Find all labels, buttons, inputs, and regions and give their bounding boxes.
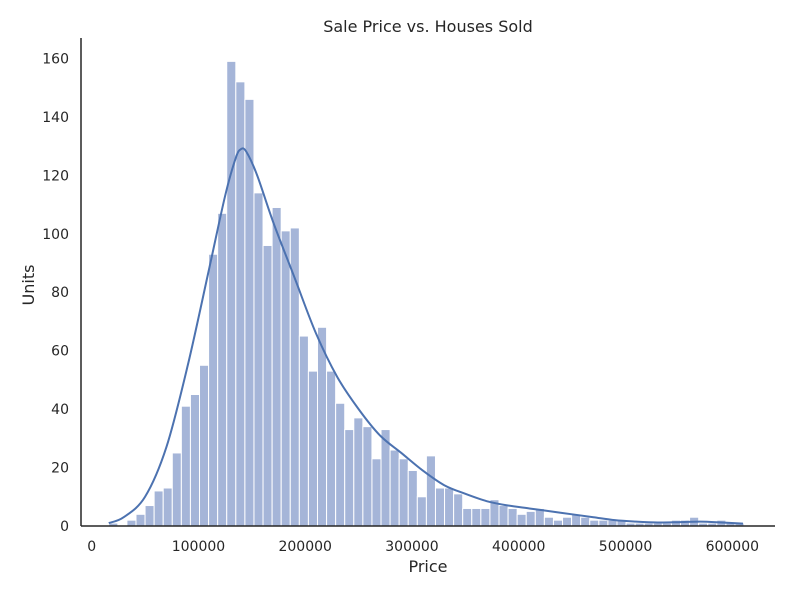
x-tick-label: 100000 [172, 539, 225, 555]
histogram-bar [462, 507, 473, 527]
y-tick-label: 80 [51, 285, 69, 301]
histogram-bar [552, 519, 564, 527]
histogram-bar [516, 513, 527, 527]
histogram-bar [280, 230, 291, 527]
histogram-bar [271, 206, 282, 527]
histogram-bar [525, 510, 536, 527]
histogram-bar [335, 402, 346, 527]
histogram-bar [162, 487, 173, 527]
histogram-bar [153, 490, 164, 527]
histogram-bar [171, 452, 182, 527]
histogram-bar [425, 455, 436, 527]
y-tick-label: 20 [51, 461, 69, 477]
histogram-bars [108, 60, 745, 527]
y-tick-labels: 0 20 40 60 80 100 120 140 160 [42, 51, 69, 535]
histogram-bar [498, 505, 509, 527]
x-tick-label: 200000 [278, 539, 331, 555]
histogram-bar [598, 519, 609, 527]
chart-title: Sale Price vs. Houses Sold [323, 17, 533, 36]
histogram-bar [208, 253, 219, 527]
x-tick-label: 400000 [492, 539, 545, 555]
histogram-bar [371, 458, 382, 527]
histogram-bar [471, 507, 482, 527]
histogram-bar [480, 507, 491, 527]
histogram-bar [589, 519, 600, 527]
y-tick-label: 0 [60, 519, 69, 535]
histogram-bar [389, 449, 400, 527]
x-tick-label: 600000 [706, 539, 759, 555]
histogram-bar [407, 469, 418, 527]
y-tick-label: 40 [51, 402, 69, 418]
histogram-bar [180, 405, 191, 527]
histogram-bar [398, 458, 409, 527]
x-tick-label: 0 [87, 539, 96, 555]
histogram-bar [362, 426, 373, 527]
kde-curve [108, 147, 744, 525]
histogram-bar [543, 516, 554, 527]
y-tick-label: 120 [42, 168, 69, 184]
x-axis-label: Price [408, 557, 447, 576]
histogram-bar [580, 516, 591, 527]
x-tick-labels: 0 100000 200000 300000 400000 500000 600000 [87, 539, 759, 555]
histogram-bar [344, 429, 355, 527]
histogram-bar [298, 335, 309, 527]
histogram-bar [326, 370, 337, 527]
histogram-bar [562, 516, 573, 527]
y-tick-label: 140 [42, 110, 69, 126]
histogram-bar [189, 394, 201, 527]
histogram-bar [307, 370, 318, 527]
y-tick-label: 160 [42, 51, 69, 67]
histogram-bar [444, 487, 455, 527]
histogram-bar [217, 212, 228, 527]
histogram-bar [126, 519, 137, 527]
y-tick-label: 60 [51, 344, 69, 360]
histogram-bar [453, 493, 464, 527]
histogram-bar [226, 60, 237, 527]
histogram-bar [262, 244, 273, 527]
histogram-bar [253, 192, 264, 527]
histogram-bar [507, 507, 518, 527]
histogram-bar [416, 496, 427, 527]
histogram-bar [353, 417, 364, 527]
histogram-bar [135, 513, 146, 527]
histogram-bar [144, 505, 155, 527]
y-axis-label: Units [19, 265, 38, 306]
x-tick-label: 300000 [385, 539, 438, 555]
histogram-bar [199, 364, 210, 527]
histogram-bar [316, 326, 328, 527]
y-tick-label: 100 [42, 227, 69, 243]
histogram-bar [434, 487, 446, 527]
x-tick-label: 500000 [599, 539, 652, 555]
